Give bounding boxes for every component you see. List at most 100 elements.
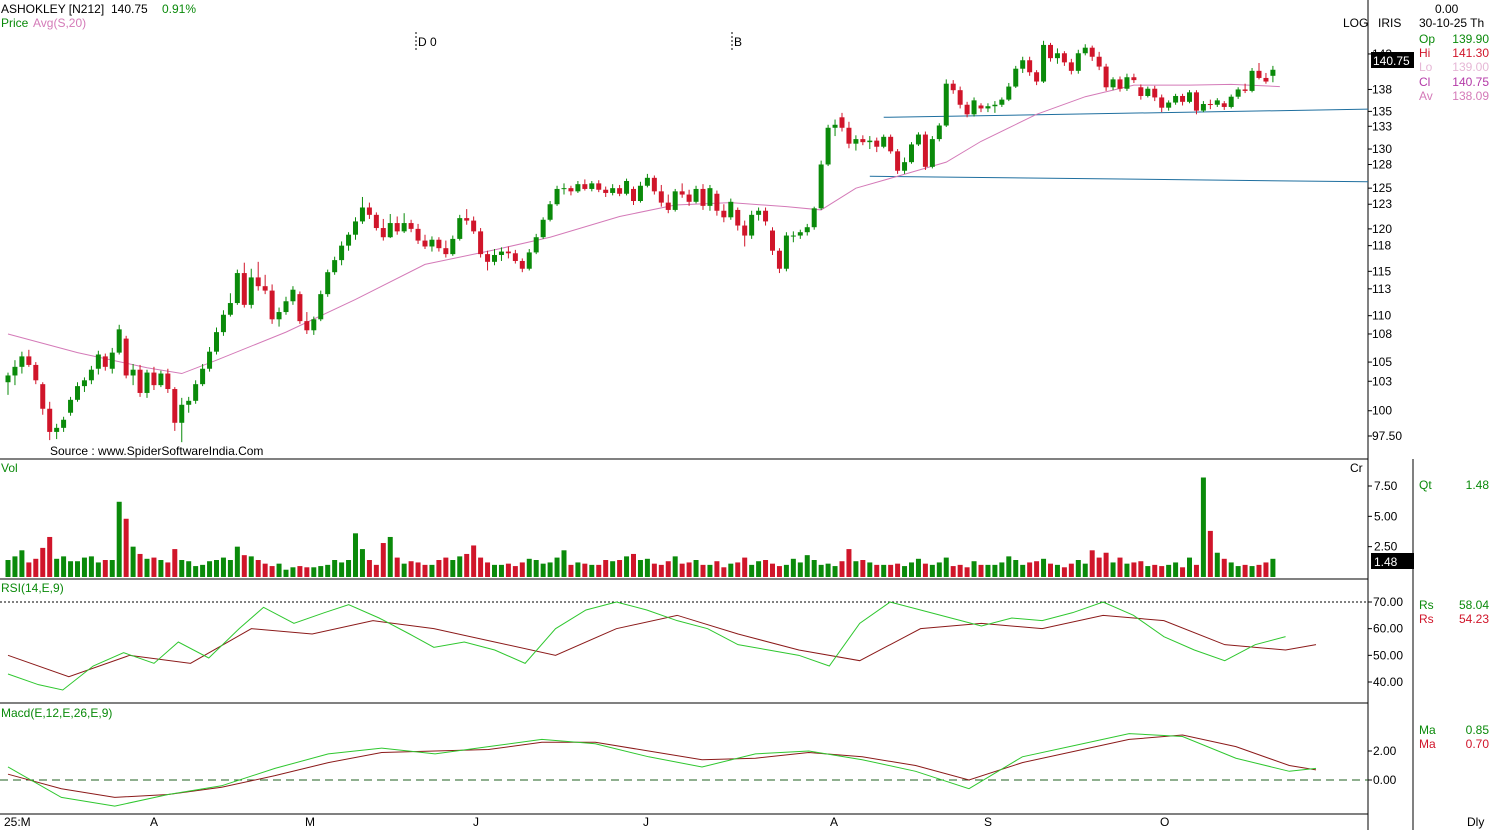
volume-bar [1096,557,1102,577]
candle-body [1027,60,1033,73]
volume-bar [464,553,470,577]
candle-body [721,210,727,218]
price-tick-label: 130 [1372,142,1392,156]
rsi-tick-label: 50.00 [1373,648,1403,662]
candle-body [1166,102,1172,108]
volume-bar [686,562,692,577]
volume-bar [179,560,185,577]
candle-body [554,188,560,205]
candle-body [471,220,477,232]
volume-bar [992,564,998,577]
price-tick-label: 138 [1372,82,1392,96]
volume-bar [116,501,122,577]
candle-body [325,272,331,295]
candle-body [88,369,94,381]
volume-bar [943,557,949,577]
rsi-tick-label: 70.00 [1373,595,1403,609]
volume-bar [589,564,595,577]
volume-bar [492,564,497,577]
volume-bar [797,562,803,577]
macd-label: Macd(E,12,E,26,E,9) [1,706,112,720]
volume-bar [478,557,484,577]
candle-body [874,140,880,147]
volume-bar [637,560,643,577]
volume-bar [172,549,178,577]
macd-signal-label: Ma [1419,737,1436,751]
candle-body [1173,95,1179,103]
iris-toggle[interactable]: IRIS [1378,16,1401,30]
log-toggle[interactable]: LOG [1343,16,1368,30]
candle-body [999,99,1005,105]
candle-body [1270,69,1276,76]
volume-bar [471,545,477,577]
open-value: 139.90 [1452,32,1489,46]
volume-bar [290,567,296,577]
volume-bar [1221,558,1227,577]
close-label: Cl [1419,75,1430,89]
candle-body [839,117,845,128]
price-axis: 1431381351331301281251231201181151131101… [1368,47,1402,443]
volume-bar [1166,564,1172,577]
volume-bar [533,560,539,577]
candle-body [526,252,532,269]
candle-body [1096,56,1102,67]
candle-body [12,366,18,376]
volume-bar [485,562,491,577]
volume-bar [665,561,671,577]
candle-body [1054,53,1060,59]
candle-body [464,218,470,221]
volume-bar [915,558,921,577]
candle-body [248,277,254,305]
volume-bar [214,560,219,577]
candle-body [1117,79,1123,89]
volume-tick-label: 5.00 [1374,509,1398,523]
interval-label: Dly [1467,815,1484,829]
volume-bar [61,556,67,577]
candle-body [832,124,838,128]
candle-body [770,230,775,251]
candle-body [346,234,352,246]
volume-bar [721,567,727,577]
rsi-lines [0,601,1368,691]
price-tick-label: 110 [1372,309,1391,323]
volume-bar [1270,558,1276,577]
candle-body [881,136,887,147]
candle-body [867,140,873,143]
volume-bar [846,549,852,577]
volume-bar [728,563,734,577]
candle-body [179,404,185,423]
volume-bar [1089,550,1095,577]
candle-body [547,204,553,220]
volume-bar [200,564,206,577]
candle-body [165,373,171,390]
volume-bar [248,556,254,577]
volume-bar [1110,562,1116,577]
volume-bar [54,558,60,577]
trendlines [869,108,1369,183]
candle-body [853,139,859,144]
bar-date: 30-10-25 Th [1419,16,1484,30]
candle-body [478,231,484,255]
candle-body [1159,97,1165,108]
price-tick-label: 123 [1372,197,1392,211]
volume-axis: 7.50 5.00 2.50 [1368,479,1398,554]
volume-bar [929,564,935,577]
rsi-signal-label: Rs [1419,612,1434,626]
volume-bar [874,564,880,577]
price-tick-label: 118 [1372,239,1391,253]
volume-bar [1138,561,1144,577]
volume-bar [19,550,25,577]
candle-body [1131,77,1137,81]
volume-label: Vol [1,461,18,475]
month-label: 25:M [4,815,31,829]
candle-body [429,239,435,247]
volume-bar [554,557,560,577]
volume-bar [297,566,303,577]
candle-body [804,227,810,233]
macd-tick-label: 0.00 [1373,773,1397,787]
volume-bar [867,562,873,577]
volume-bar [1068,563,1074,577]
volume-bar [5,560,11,577]
volume-bar [957,564,963,577]
